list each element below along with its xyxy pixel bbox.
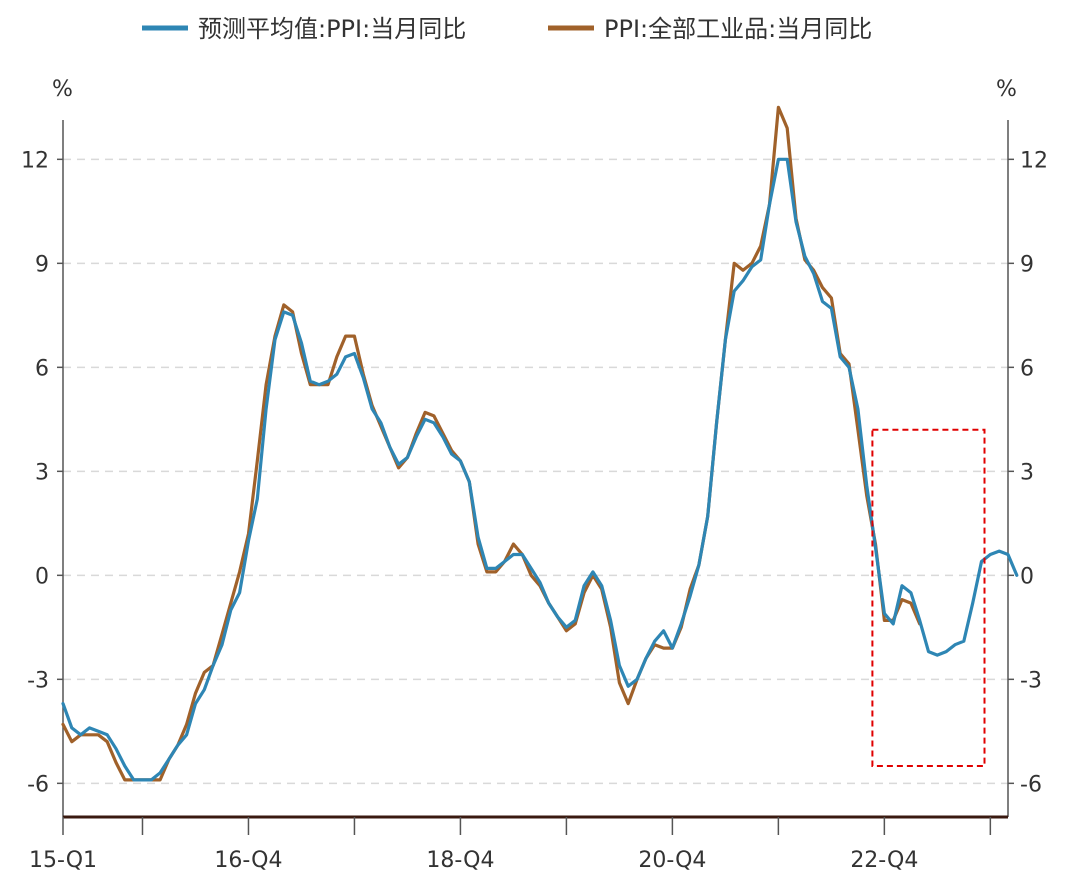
y-tick-label-right: 12 [1020, 148, 1048, 173]
right-axis-unit: % [996, 77, 1017, 102]
series-line-forecast [61, 157, 1019, 782]
y-tick-label-right: 6 [1020, 356, 1034, 381]
x-tick-label: 16-Q4 [214, 848, 282, 873]
y-tick-label-right: -6 [1020, 772, 1042, 797]
y-tick-label-right: 9 [1020, 252, 1034, 277]
y-tick-label-left: 12 [21, 148, 49, 173]
legend-label-forecast: 预测平均值:PPI:当月同比 [198, 15, 466, 43]
x-tick-label: 22-Q4 [850, 848, 918, 873]
x-tick-label: 15-Q1 [29, 848, 97, 873]
series-lines [61, 105, 1019, 782]
x-tick-label: 20-Q4 [638, 848, 706, 873]
y-tick-label-right: 0 [1020, 564, 1034, 589]
y-tick-label-left: 3 [35, 460, 49, 485]
left-axis-unit: % [52, 77, 73, 102]
y-tick-label-right: -3 [1020, 668, 1042, 693]
y-tick-label-left: 0 [35, 564, 49, 589]
axes: 15-Q1 16-Q4 18-Q4 20-Q4 22-Q4 [29, 120, 1009, 873]
y-tick-label-left: 6 [35, 356, 49, 381]
grid-lines: -6 -6 -3 -3 0 0 3 3 6 6 9 9 12 12 [21, 148, 1048, 797]
series-line-ppi [61, 105, 922, 782]
x-tick-label: 18-Q4 [426, 848, 494, 873]
y-tick-label-right: 3 [1020, 460, 1034, 485]
y-tick-label-left: -6 [27, 772, 49, 797]
legend: 预测平均值:PPI:当月同比 PPI:全部工业品:当月同比 [142, 15, 872, 43]
legend-label-ppi: PPI:全部工业品:当月同比 [604, 15, 872, 43]
highlight-box [871, 428, 986, 767]
y-tick-label-left: -3 [27, 668, 49, 693]
y-tick-label-left: 9 [35, 252, 49, 277]
